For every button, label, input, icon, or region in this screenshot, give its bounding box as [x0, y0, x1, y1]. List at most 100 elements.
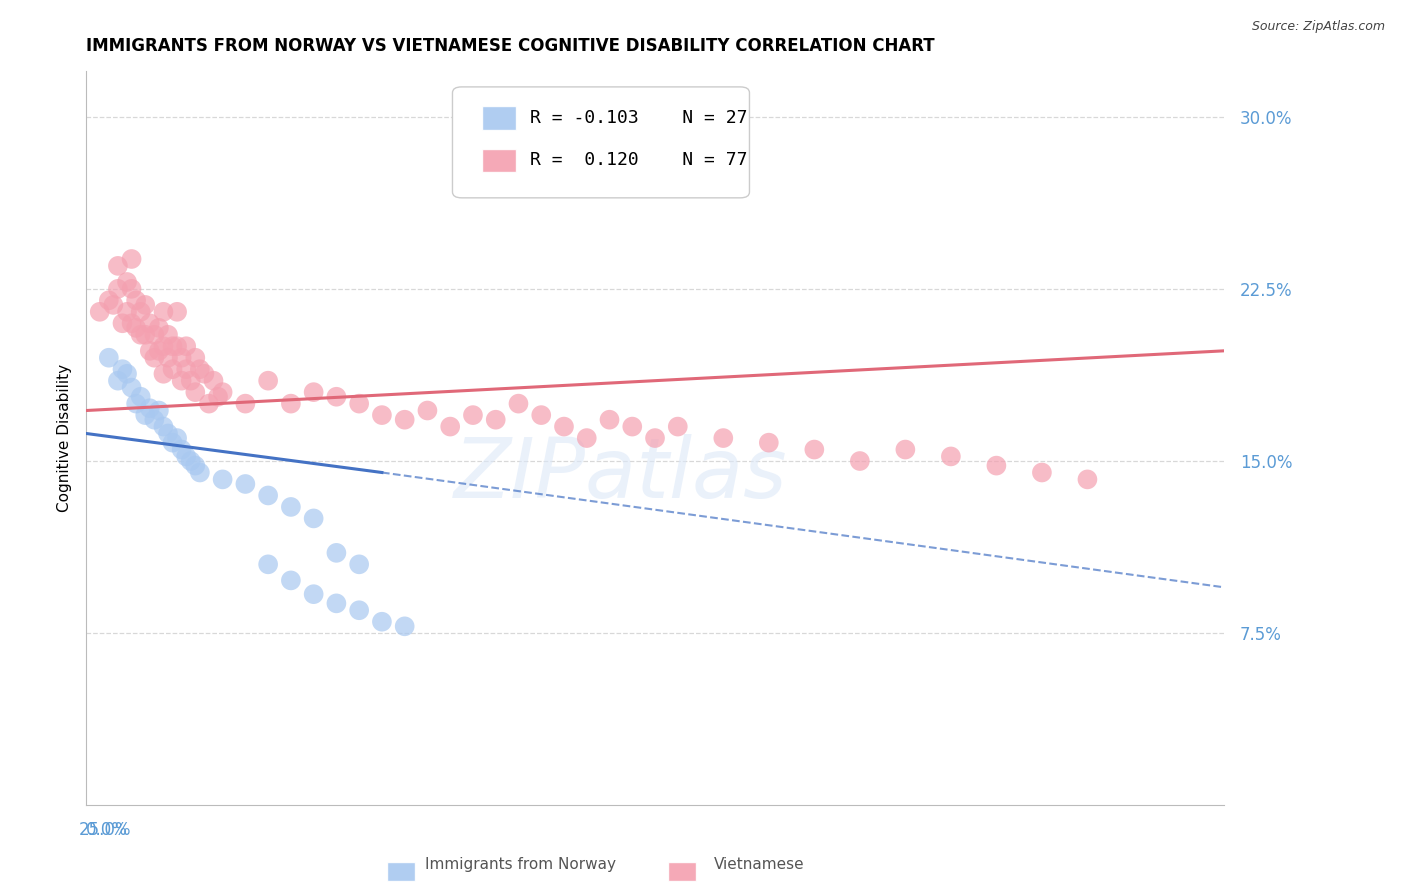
Text: Source: ZipAtlas.com: Source: ZipAtlas.com: [1251, 20, 1385, 33]
Point: [711, 431, 734, 445]
Point: [121, 282, 143, 296]
Point: [461, 408, 484, 422]
Point: [188, 466, 211, 480]
Point: [211, 472, 233, 486]
Point: [170, 374, 193, 388]
Point: [188, 362, 211, 376]
Point: [193, 367, 215, 381]
Point: [125, 396, 148, 410]
Point: [174, 362, 197, 376]
Point: [621, 419, 644, 434]
Point: [143, 351, 166, 365]
Point: [180, 454, 202, 468]
Point: [125, 293, 148, 308]
Point: [553, 419, 575, 434]
Point: [115, 275, 138, 289]
Point: [530, 408, 553, 422]
Point: [302, 385, 325, 400]
Point: [644, 431, 666, 445]
Point: [115, 367, 138, 381]
FancyBboxPatch shape: [482, 106, 516, 129]
Point: [121, 316, 143, 330]
Point: [134, 298, 156, 312]
Point: [280, 574, 302, 588]
Point: [139, 343, 162, 358]
Point: [1076, 472, 1098, 486]
Point: [180, 374, 202, 388]
Point: [129, 390, 152, 404]
Point: [134, 327, 156, 342]
Point: [111, 316, 134, 330]
Point: [121, 380, 143, 394]
Point: [166, 431, 188, 445]
Text: Vietnamese: Vietnamese: [714, 857, 804, 872]
Point: [148, 403, 170, 417]
Point: [156, 327, 179, 342]
Point: [371, 408, 394, 422]
Point: [302, 511, 325, 525]
Point: [139, 401, 162, 416]
Point: [347, 603, 370, 617]
Point: [148, 321, 170, 335]
Point: [134, 408, 156, 422]
Point: [97, 351, 120, 365]
Point: [485, 413, 508, 427]
Point: [394, 413, 416, 427]
Text: Immigrants from Norway: Immigrants from Norway: [425, 857, 616, 872]
Point: [257, 374, 280, 388]
Point: [121, 252, 143, 266]
Point: [107, 374, 129, 388]
Point: [508, 396, 530, 410]
Point: [89, 305, 111, 319]
Y-axis label: Cognitive Disability: Cognitive Disability: [58, 364, 72, 512]
Point: [152, 305, 174, 319]
Point: [302, 587, 325, 601]
Point: [325, 390, 347, 404]
Point: [644, 167, 666, 181]
Point: [162, 339, 184, 353]
Point: [115, 305, 138, 319]
Point: [325, 546, 347, 560]
Point: [986, 458, 1008, 473]
Point: [280, 500, 302, 514]
Point: [599, 413, 621, 427]
Point: [162, 362, 184, 376]
Point: [325, 596, 347, 610]
Point: [129, 305, 152, 319]
Point: [143, 413, 166, 427]
Point: [170, 442, 193, 457]
Point: [416, 403, 439, 417]
Point: [174, 450, 197, 464]
Text: R = -0.103    N = 27: R = -0.103 N = 27: [530, 109, 748, 127]
Point: [849, 454, 872, 468]
Point: [235, 396, 257, 410]
Point: [139, 316, 162, 330]
Point: [394, 619, 416, 633]
Point: [125, 321, 148, 335]
Point: [202, 374, 225, 388]
Point: [156, 426, 179, 441]
Point: [111, 362, 134, 376]
Point: [371, 615, 394, 629]
Point: [184, 385, 207, 400]
Point: [143, 327, 166, 342]
Text: 0.0%: 0.0%: [86, 821, 128, 838]
Point: [148, 343, 170, 358]
Point: [439, 419, 461, 434]
Point: [198, 396, 221, 410]
Point: [211, 385, 233, 400]
Text: 25.0%: 25.0%: [79, 821, 132, 838]
Point: [166, 305, 188, 319]
Point: [152, 419, 174, 434]
Text: R =  0.120    N = 77: R = 0.120 N = 77: [530, 152, 748, 169]
Point: [107, 259, 129, 273]
Text: ZIPatlas: ZIPatlas: [454, 434, 787, 516]
Point: [174, 339, 197, 353]
Point: [207, 390, 229, 404]
Point: [257, 558, 280, 572]
Point: [803, 442, 825, 457]
Point: [107, 282, 129, 296]
Point: [152, 339, 174, 353]
Point: [166, 339, 188, 353]
Point: [235, 477, 257, 491]
